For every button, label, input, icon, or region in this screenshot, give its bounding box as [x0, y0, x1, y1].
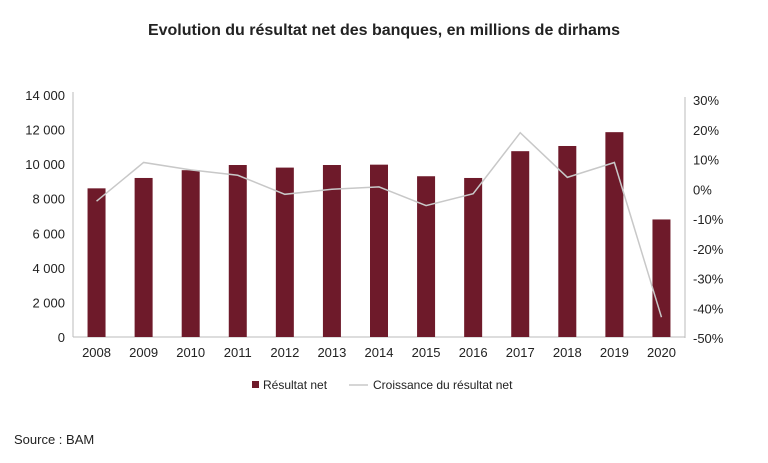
bar-2017 — [511, 151, 530, 337]
left-tick-label: 10 000 — [25, 157, 65, 172]
x-tick-label: 2013 — [317, 345, 346, 360]
source-note: Source : BAM — [14, 432, 95, 447]
x-tick-label: 2018 — [553, 345, 582, 360]
right-tick-label: 20% — [693, 123, 719, 138]
left-tick-label: 8 000 — [32, 192, 65, 207]
bar-2008 — [87, 188, 106, 337]
x-tick-label: 2012 — [270, 345, 299, 360]
left-tick-label: 14 000 — [25, 88, 65, 103]
bar-2011 — [228, 165, 247, 337]
chart-title: Evolution du résultat net des banques, e… — [147, 22, 621, 39]
bar-2019 — [605, 132, 624, 337]
bar-2012 — [275, 167, 294, 337]
bar-2010 — [181, 170, 200, 337]
x-tick-label: 2010 — [176, 345, 205, 360]
left-tick-label: 12 000 — [25, 123, 65, 138]
x-tick-label: 2009 — [129, 345, 158, 360]
bar-2015 — [417, 176, 436, 337]
x-tick-label: 2019 — [600, 345, 629, 360]
left-tick-label: 4 000 — [32, 261, 65, 276]
right-tick-label: -50% — [693, 331, 724, 346]
x-tick-label: 2014 — [365, 345, 394, 360]
left-tick-label: 6 000 — [32, 226, 65, 241]
bar-2013 — [322, 165, 341, 337]
legend-label-croissance: Croissance du résultat net — [373, 378, 513, 392]
right-tick-label: -20% — [693, 242, 724, 257]
x-tick-label: 2011 — [224, 345, 252, 360]
right-tick-label: 10% — [693, 153, 719, 168]
left-tick-label: 0 — [58, 330, 65, 345]
x-tick-label: 2020 — [647, 345, 676, 360]
legend-label-resultat: Résultat net — [263, 378, 328, 392]
growth-line — [96, 131, 663, 318]
bar-2016 — [464, 177, 483, 337]
x-tick-label: 2017 — [506, 345, 535, 360]
right-tick-label: -10% — [693, 212, 724, 227]
x-tick-label: 2008 — [82, 345, 111, 360]
bar-2020 — [652, 219, 671, 337]
x-tick-label: 2015 — [412, 345, 441, 360]
x-tick-label: 2016 — [459, 345, 488, 360]
right-tick-label: 30% — [693, 93, 719, 108]
right-tick-label: -30% — [693, 272, 724, 287]
legend-bar-swatch — [252, 381, 259, 388]
right-tick-label: 0% — [693, 182, 712, 197]
right-tick-label: -40% — [693, 301, 724, 316]
bar-2014 — [370, 164, 388, 337]
left-tick-label: 2 000 — [32, 295, 65, 310]
bar-2018 — [558, 145, 577, 337]
bar-2009 — [134, 177, 153, 337]
